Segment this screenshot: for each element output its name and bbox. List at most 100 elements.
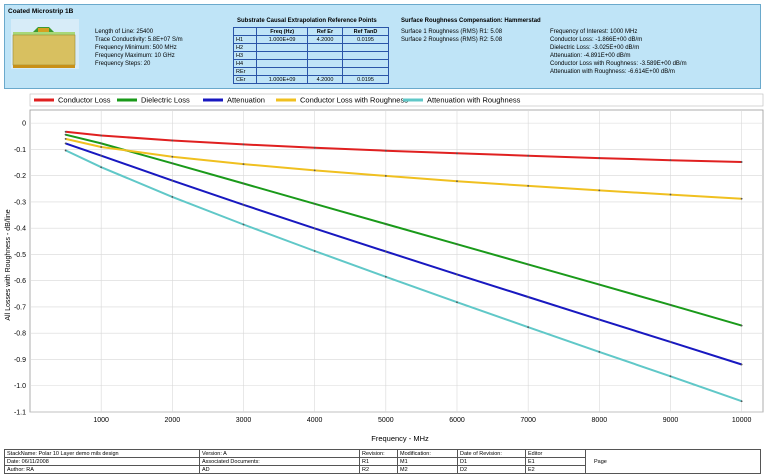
y-tick-label: -0.9 bbox=[14, 357, 26, 364]
data-point bbox=[242, 182, 245, 185]
data-point bbox=[64, 149, 67, 152]
associated-documents: Associated Documents: bbox=[199, 457, 360, 466]
y-axis-label: All Losses with Roughness - dB/line bbox=[5, 209, 12, 320]
x-tick-label: 9000 bbox=[663, 417, 679, 424]
ref-row: H2 bbox=[232, 43, 390, 52]
data-point bbox=[669, 193, 672, 196]
result-attenuation: Attenuation: -4.891E+00 dB/m bbox=[550, 53, 631, 59]
data-point bbox=[171, 139, 174, 142]
data-point bbox=[242, 203, 245, 206]
y-tick-label: -0.2 bbox=[14, 173, 26, 180]
loss-chart: Conductor Loss Dielectric Loss Attenuation… bbox=[0, 90, 765, 448]
ref-col-freq: Freq (Hz) bbox=[256, 27, 309, 36]
data-point bbox=[598, 189, 601, 192]
data-point bbox=[598, 157, 601, 159]
param-freq-steps: Frequency Steps: 20 bbox=[95, 61, 151, 67]
data-point bbox=[669, 159, 672, 162]
legend-label: Attenuation with Roughness bbox=[427, 96, 521, 105]
x-tick-label: 2000 bbox=[165, 417, 181, 424]
data-point bbox=[456, 152, 458, 155]
stack-name: StackName: Polar 10 Layer demo mils desi… bbox=[4, 449, 200, 458]
data-point bbox=[64, 130, 67, 133]
data-point bbox=[384, 275, 387, 278]
roughness-title: Surface Roughness Compensation: Hammerst… bbox=[401, 18, 541, 24]
footer-row: StackName: Polar 10 Layer demo mils desi… bbox=[4, 449, 761, 474]
line-parameters: Length of Line: 25400 Trace Conductivity… bbox=[95, 28, 183, 68]
data-point bbox=[242, 143, 245, 146]
page-number: Page bbox=[585, 449, 761, 474]
param-conductivity: Trace Conductivity: 5.8E+07 S/m bbox=[95, 37, 183, 43]
data-point bbox=[598, 350, 601, 353]
data-point bbox=[598, 283, 601, 286]
data-point bbox=[740, 197, 743, 200]
param-freq-min: Frequency Minimum: 500 MHz bbox=[95, 45, 177, 51]
data-point bbox=[740, 324, 743, 327]
header-panel: Coated Microstrip 1B Length of Line: 254… bbox=[4, 4, 761, 89]
chart-svg: Conductor Loss Dielectric Loss Attenuation… bbox=[5, 93, 764, 443]
data-point bbox=[100, 146, 103, 148]
footer-row: Author: RA AD R2 M2 D2 E2 bbox=[4, 465, 761, 474]
data-point bbox=[669, 375, 672, 378]
data-point bbox=[527, 154, 530, 157]
result-attenuation-roughness: Attenuation with Roughness: -6.614E+00 d… bbox=[550, 69, 675, 75]
structure-title: Coated Microstrip 1B bbox=[8, 8, 74, 15]
y-tick-label: -1.0 bbox=[14, 383, 26, 390]
y-tick-label: -0.5 bbox=[14, 252, 26, 259]
data-point bbox=[313, 250, 316, 252]
title-block: StackName: Polar 10 Layer demo mils desi… bbox=[4, 449, 761, 476]
ref-col-blank bbox=[232, 27, 258, 36]
data-point bbox=[740, 363, 743, 366]
legend-label: Conductor Loss bbox=[58, 96, 111, 105]
data-point bbox=[527, 184, 530, 187]
result-conductor-roughness: Conductor Loss with Roughness: -3.589E+0… bbox=[550, 61, 687, 67]
y-tick-label: -0.7 bbox=[14, 304, 26, 311]
result-dielectric-loss: Dielectric Loss: -3.025E+00 dB/m bbox=[550, 45, 640, 51]
date: Date: 06/11/2008 bbox=[4, 457, 200, 466]
param-freq-max: Frequency Maximum: 10 GHz bbox=[95, 53, 175, 59]
data-point bbox=[100, 166, 103, 169]
data-point bbox=[456, 301, 458, 304]
data-point bbox=[384, 149, 387, 152]
result-conductor-loss: Conductor Loss: -1.866E+00 dB/m bbox=[550, 37, 643, 43]
data-point bbox=[456, 180, 458, 183]
data-point bbox=[669, 340, 672, 343]
ref-row: CEr 1.000E+09 4.2000 0.0195 bbox=[232, 75, 390, 84]
data-point bbox=[100, 134, 103, 137]
data-point bbox=[64, 142, 67, 145]
data-point bbox=[171, 196, 174, 198]
reference-points-table: Freq (Hz) Ref Er Ref TanD H1 1.000E+09 4… bbox=[232, 27, 390, 84]
data-point bbox=[171, 179, 174, 182]
data-point bbox=[242, 223, 245, 226]
data-point bbox=[171, 162, 174, 165]
data-point bbox=[527, 326, 530, 329]
author: Author: RA bbox=[4, 465, 200, 474]
data-point bbox=[313, 227, 316, 230]
ref-row: REr bbox=[232, 67, 390, 76]
ref-row: H1 1.000E+09 4.2000 0.0195 bbox=[232, 35, 390, 44]
ref-row: H4 bbox=[232, 59, 390, 68]
x-tick-label: 10000 bbox=[732, 417, 752, 424]
y-tick-label: -0.8 bbox=[14, 331, 26, 338]
data-point bbox=[64, 137, 67, 140]
data-point bbox=[456, 273, 458, 276]
x-tick-label: 5000 bbox=[378, 417, 394, 424]
legend-label: Attenuation bbox=[227, 96, 265, 105]
x-tick-label: 8000 bbox=[592, 417, 608, 424]
ref-col-er: Ref Er bbox=[307, 27, 343, 36]
data-point bbox=[64, 133, 67, 136]
result-frequency: Frequency of Interest: 1000 MHz bbox=[550, 29, 638, 35]
y-tick-label: -0.3 bbox=[14, 199, 26, 206]
data-point bbox=[100, 154, 103, 157]
y-tick-label: -0.4 bbox=[14, 226, 26, 233]
x-axis-label: Frequency - MHz bbox=[371, 434, 429, 443]
legend-label: Dielectric Loss bbox=[141, 96, 190, 105]
y-tick-label: -0.6 bbox=[14, 278, 26, 285]
x-tick-label: 4000 bbox=[307, 417, 323, 424]
x-tick-label: 1000 bbox=[93, 417, 109, 424]
data-point bbox=[740, 161, 743, 163]
data-point bbox=[456, 243, 458, 246]
data-point bbox=[740, 400, 743, 403]
data-point bbox=[598, 318, 601, 321]
y-tick-label: -1.1 bbox=[14, 410, 26, 417]
plot-area bbox=[29, 109, 764, 413]
